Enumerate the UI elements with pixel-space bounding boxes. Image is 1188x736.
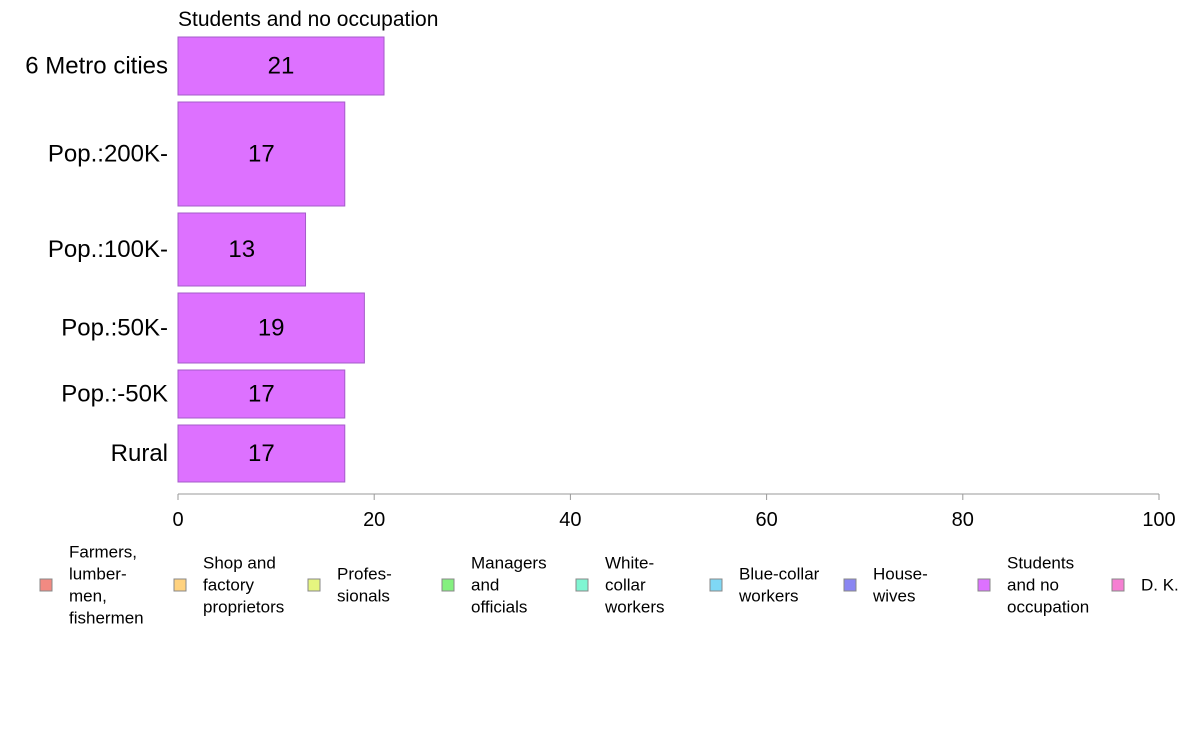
legend-label: Shop and factory proprietors xyxy=(203,554,284,617)
legend-swatch xyxy=(1111,578,1125,592)
legend-swatch xyxy=(709,578,723,592)
legend-label: Students and no occupation xyxy=(1007,554,1089,617)
legend-label: House-wives xyxy=(872,565,928,606)
legend-item: Managers and officials xyxy=(441,554,547,617)
data-label: 19 xyxy=(258,315,285,342)
chart-title: Students and no occupation xyxy=(178,8,438,31)
x-tick-label: 100 xyxy=(1142,509,1175,531)
category-label: Pop.:50K- xyxy=(61,315,168,342)
bar-4 xyxy=(177,369,346,419)
bar-5 xyxy=(177,424,346,483)
legend-swatch xyxy=(39,578,53,592)
bar-2 xyxy=(177,212,307,287)
legend-item: D. K. xyxy=(1111,576,1179,595)
x-tick-label: 0 xyxy=(172,509,183,531)
legend-label: D. K. xyxy=(1141,576,1179,595)
data-label: 17 xyxy=(248,440,275,467)
category-label: Pop.:200K- xyxy=(48,141,168,168)
data-label: 21 xyxy=(268,53,295,80)
legend-label: Farmers, lumber-men, fishermen xyxy=(69,543,144,628)
legend-swatch xyxy=(441,578,455,592)
legend-label: Profes-sionals xyxy=(337,565,392,606)
x-tick-label: 20 xyxy=(363,509,385,531)
category-label: Pop.:-50K xyxy=(61,381,168,408)
category-label: Pop.:100K- xyxy=(48,236,168,263)
data-label: 13 xyxy=(228,236,255,263)
x-tick-label: 60 xyxy=(755,509,777,531)
bars-group xyxy=(177,36,385,483)
legend-item: Students and no occupation xyxy=(977,554,1089,617)
legend-swatch xyxy=(575,578,589,592)
data-label: 17 xyxy=(248,141,275,168)
legend-item: Profes-sionals xyxy=(307,565,392,606)
bar-3 xyxy=(177,292,365,364)
legend-swatch xyxy=(173,578,187,592)
x-tick-label: 80 xyxy=(952,509,974,531)
legend-item: Farmers, lumber-men, fishermen xyxy=(39,543,144,628)
data-labels: 21 17 13 19 17 17 xyxy=(228,53,294,468)
category-label: 6 Metro cities xyxy=(25,53,168,80)
legend-item: House-wives xyxy=(843,565,928,606)
data-label: 17 xyxy=(248,381,275,408)
legend-label: Blue-collar workers xyxy=(738,565,820,606)
legend-swatch xyxy=(977,578,991,592)
bar-0 xyxy=(177,36,385,96)
legend-item: White-collar workers xyxy=(575,554,665,617)
legend-label: White-collar workers xyxy=(604,554,665,617)
x-axis: 0 20 40 60 80 100 xyxy=(172,493,1176,531)
category-label: Rural xyxy=(111,440,168,467)
legend-swatch xyxy=(307,578,321,592)
legend-swatch xyxy=(843,578,857,592)
x-tick-label: 40 xyxy=(559,509,581,531)
legend-label: Managers and officials xyxy=(471,554,547,617)
category-labels: 6 Metro cities Pop.:200K- Pop.:100K- Pop.:5… xyxy=(25,53,168,468)
legend-item: Blue-collar workers xyxy=(709,565,820,606)
bar-1 xyxy=(177,101,346,207)
legend-item: Shop and factory proprietors xyxy=(173,554,284,617)
legend: Farmers, lumber-men, fishermen Shop and fact… xyxy=(39,543,1179,628)
